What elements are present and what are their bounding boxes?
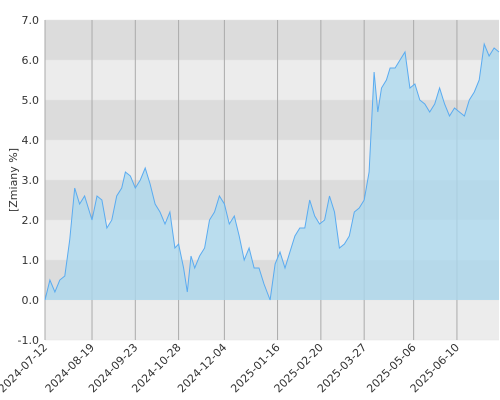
- area: [45, 44, 499, 300]
- y-tick-label: 0.0: [22, 294, 40, 307]
- grid-band: [45, 300, 499, 340]
- y-tick-label: 3.0: [22, 174, 40, 187]
- y-tick-label: 2.0: [22, 214, 40, 227]
- line: [44, 42, 500, 301]
- y-tick-label: 4.0: [22, 134, 40, 147]
- x-tick-label: 2024-12-04: [175, 341, 229, 395]
- y-tick-label: 6.0: [22, 54, 40, 67]
- y-tick-label: 5.0: [22, 94, 40, 107]
- grid-band: [45, 60, 499, 100]
- y-tick-label: -1.0: [18, 334, 39, 347]
- grid-band: [45, 20, 499, 60]
- y-tick-label: 7.0: [22, 14, 40, 27]
- y-axis-label: [Zmiany %]: [7, 148, 20, 212]
- y-tick-label: 1.0: [22, 254, 40, 267]
